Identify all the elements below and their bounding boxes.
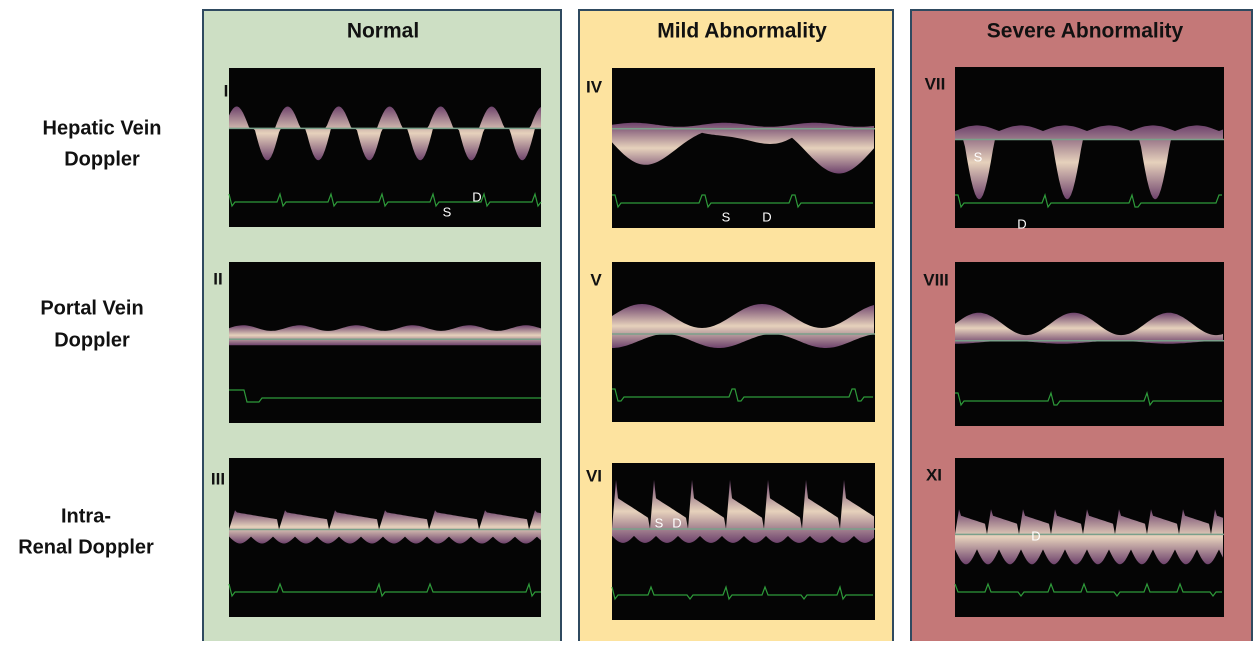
ecg-trace [228, 191, 542, 208]
ecg-trace [229, 389, 541, 403]
row-label: Doppler [54, 329, 130, 351]
panel-label: VIII [923, 270, 949, 289]
marker: S [974, 149, 983, 164]
waveform [612, 122, 874, 174]
panel-label: V [590, 270, 602, 289]
row-label: Hepatic Vein [43, 117, 162, 139]
panel-label: VI [586, 466, 602, 485]
panel-label: III [211, 469, 225, 488]
marker: D [1031, 528, 1040, 543]
column-title: Normal [347, 20, 419, 43]
marker: D [672, 515, 681, 530]
panel-label: I [224, 81, 229, 100]
column-title: Severe Abnormality [987, 20, 1184, 43]
panel-label: VII [925, 74, 946, 93]
waveform [955, 509, 1223, 565]
column-title: Mild Abnormality [657, 20, 827, 43]
panel-label: XI [926, 465, 942, 484]
marker: D [472, 189, 481, 204]
waveform [955, 312, 1223, 344]
ecg-trace [955, 390, 1222, 407]
marker: D [1017, 216, 1026, 231]
marker: S [655, 515, 664, 530]
waveform [229, 106, 541, 161]
panel-label: IV [586, 77, 603, 96]
row-label: Portal Vein [40, 297, 143, 319]
row-label: Doppler [64, 148, 140, 170]
ecg-trace [228, 581, 541, 598]
marker: S [443, 204, 452, 219]
doppler-panel [612, 463, 875, 620]
ecg-trace [611, 584, 873, 601]
waveform [612, 479, 874, 543]
ecg-trace [955, 192, 1222, 209]
waveform [229, 325, 541, 346]
waveform [229, 510, 541, 544]
waveform [955, 125, 1223, 200]
doppler-panel [955, 67, 1224, 228]
row-label: Intra- [61, 505, 111, 527]
ecg-trace [954, 582, 1222, 597]
doppler-panel [955, 262, 1224, 426]
waveform [612, 304, 874, 348]
ecg-trace [612, 388, 873, 402]
marker: D [762, 209, 771, 224]
marker: S [722, 209, 731, 224]
row-label: Renal Doppler [18, 536, 154, 558]
doppler-panel [229, 68, 541, 227]
ecg-trace [612, 194, 873, 209]
panel-label: II [213, 269, 222, 288]
panels [228, 67, 1224, 620]
